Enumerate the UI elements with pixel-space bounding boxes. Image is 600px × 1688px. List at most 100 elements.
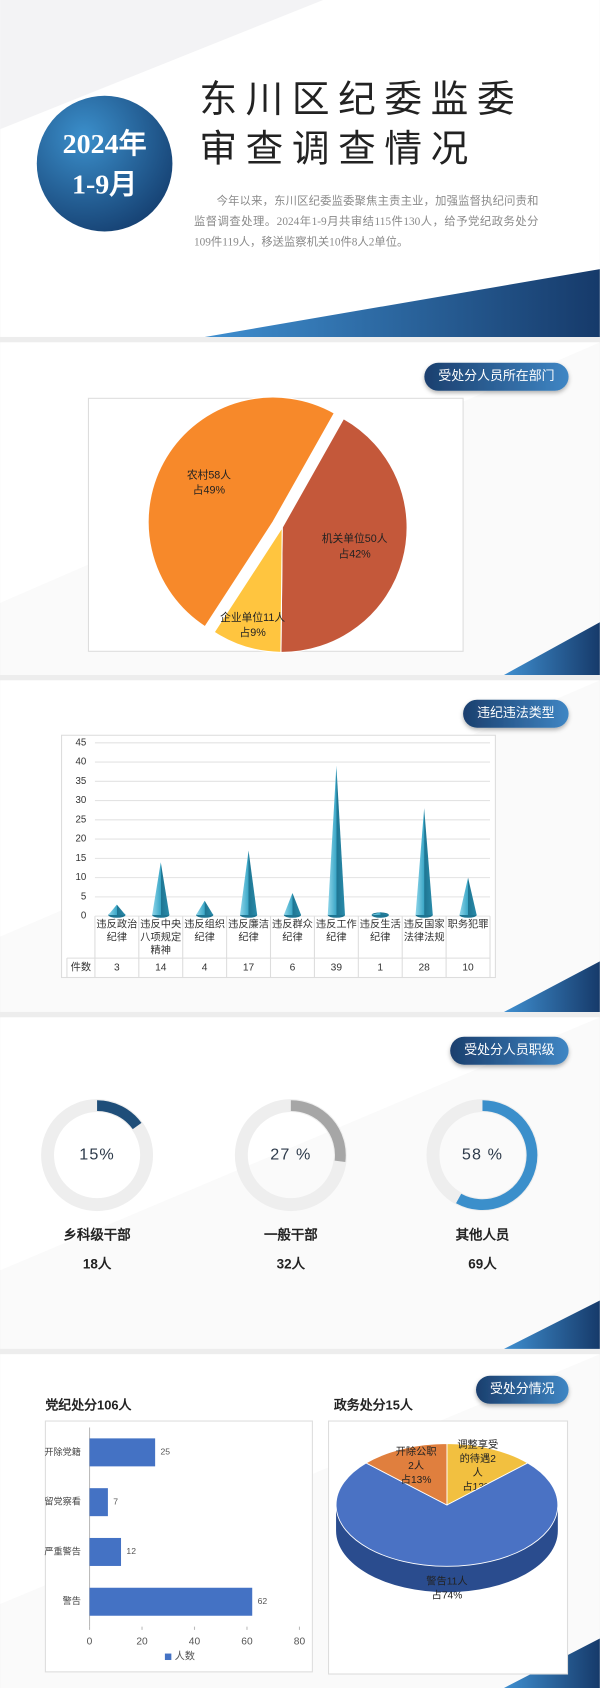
y-tick-label: 严重警告 — [44, 1545, 81, 1556]
x-tick-label: 80 — [294, 1636, 306, 1647]
y-tick-label: 10 — [76, 872, 87, 883]
slice-value-label: 占49% — [193, 483, 226, 496]
donut-arc — [456, 1100, 538, 1210]
slice-value-label: 占9% — [239, 626, 266, 639]
section-heading-bg — [450, 1036, 569, 1065]
x-tick-label: 20 — [136, 1636, 148, 1647]
pie-side — [336, 1504, 558, 1593]
x-tick-label: 违反生活纪律 — [360, 917, 401, 943]
cone — [108, 904, 126, 916]
section-heading-bg — [476, 1375, 569, 1404]
donut-category: 其他人员 — [456, 1226, 510, 1242]
section-heading: 受处分人员职级 — [464, 1042, 554, 1057]
section-deco — [504, 622, 600, 675]
pie-slice — [280, 417, 408, 653]
y-tick-label: 5 — [81, 891, 86, 902]
x-tick-label: 违反工作纪律 — [316, 918, 357, 943]
slice-label: 调整享受的待遇2 人 — [457, 1438, 498, 1479]
x-tick-label: 职务犯罪 — [448, 917, 489, 930]
cone — [415, 808, 433, 916]
table-value: 14 — [155, 963, 167, 974]
y-tick-label: 40 — [76, 757, 87, 768]
chart-title: 党纪处分106人 — [45, 1397, 131, 1412]
section-deco — [0, 0, 324, 130]
cone — [283, 893, 302, 916]
donut-category: 一般干部 — [264, 1226, 318, 1242]
y-tick-label: 20 — [76, 834, 87, 845]
cone — [196, 900, 214, 916]
x-tick-label: 违反廉洁纪律 — [228, 917, 269, 943]
y-tick-label: 45 — [76, 737, 87, 748]
donut-value-label: 27 % — [270, 1145, 311, 1163]
table-value: 4 — [202, 963, 208, 974]
y-tick-label: 留党察看 — [44, 1496, 81, 1507]
y-tick-label: 警告 — [63, 1595, 81, 1606]
title-line: 东川区纪委监委 — [199, 79, 523, 121]
donut-count: 18人 — [83, 1256, 112, 1271]
table-value: 6 — [290, 963, 296, 974]
badge-period: 1-9月 — [72, 170, 137, 201]
cone — [459, 877, 477, 916]
pie-slice — [446, 1443, 529, 1506]
x-tick-label: 违反组织纪律 — [184, 917, 225, 943]
y-tick-label: 开除党籍 — [44, 1446, 81, 1457]
cone — [371, 912, 389, 916]
pie-slice — [365, 1443, 448, 1506]
section-heading: 违纪违法类型 — [477, 705, 555, 720]
y-tick-label: 15 — [76, 853, 87, 864]
x-tick-label: 40 — [189, 1636, 201, 1647]
table-value: 1 — [377, 963, 383, 974]
cone — [327, 765, 345, 916]
x-tick-label: 违反国家法律法规 — [404, 917, 445, 943]
bar-value-label: 62 — [258, 1596, 268, 1606]
donut-count: 69人 — [468, 1256, 497, 1271]
slice-label: 机关单位50人 — [322, 532, 388, 545]
donut-value-label: 15% — [79, 1145, 115, 1163]
donut-count: 32人 — [277, 1256, 306, 1271]
table-value: 39 — [331, 963, 343, 974]
table-value: 10 — [462, 963, 474, 974]
series-name: 件数 — [71, 961, 91, 974]
badge — [36, 95, 173, 232]
title-line: 审查调查情况 — [199, 129, 477, 171]
x-tick-label: 违反中央八项规定精神 — [140, 917, 181, 956]
x-tick-label: 违反群众纪律 — [272, 917, 313, 943]
pie-slice — [213, 525, 283, 653]
y-tick-label: 25 — [76, 814, 87, 825]
donut-arc — [290, 1100, 346, 1162]
bar — [89, 1488, 108, 1517]
bar — [89, 1537, 122, 1566]
bar — [89, 1438, 156, 1467]
cone — [239, 850, 258, 916]
y-tick-label: 35 — [76, 776, 87, 787]
y-tick-label: 30 — [76, 795, 87, 806]
section-heading-bg — [463, 699, 569, 728]
slice-label: 开除公职 2人 — [396, 1445, 437, 1472]
section-heading: 受处分人员所在部门 — [438, 368, 554, 383]
badge-year: 2024年 — [63, 127, 147, 160]
slice-label: 企业单位11人 — [220, 611, 285, 624]
section-heading-bg — [424, 362, 569, 391]
slice-label: 警告11人 — [426, 1575, 467, 1588]
slice-value-label: 占74% — [432, 1588, 463, 1601]
bar-value-label: 12 — [126, 1546, 136, 1556]
slice-value-label: 占13% — [401, 1473, 432, 1486]
donut-arc — [96, 1100, 142, 1130]
section-deco — [504, 961, 600, 1012]
pie-slice — [147, 396, 336, 628]
table-value: 17 — [243, 963, 255, 974]
chart-title: 政务处分15人 — [334, 1397, 413, 1412]
donut-category: 乡科级干部 — [63, 1226, 131, 1242]
y-tick-label: 0 — [81, 911, 86, 922]
legend-swatch — [164, 1653, 172, 1661]
legend-label: 人数 — [175, 1649, 195, 1662]
section-deco — [504, 1300, 600, 1349]
bar — [89, 1587, 253, 1616]
cone — [152, 862, 170, 916]
slice-value-label: 占42% — [338, 547, 371, 560]
intro-box: 今年以来，东川区纪委监委聚焦主责主业，加强监督执纪问责和监督调查处理。2024年… — [194, 196, 538, 249]
x-tick-label: 违反政治纪律 — [96, 917, 137, 943]
pie-slice — [335, 1462, 559, 1567]
